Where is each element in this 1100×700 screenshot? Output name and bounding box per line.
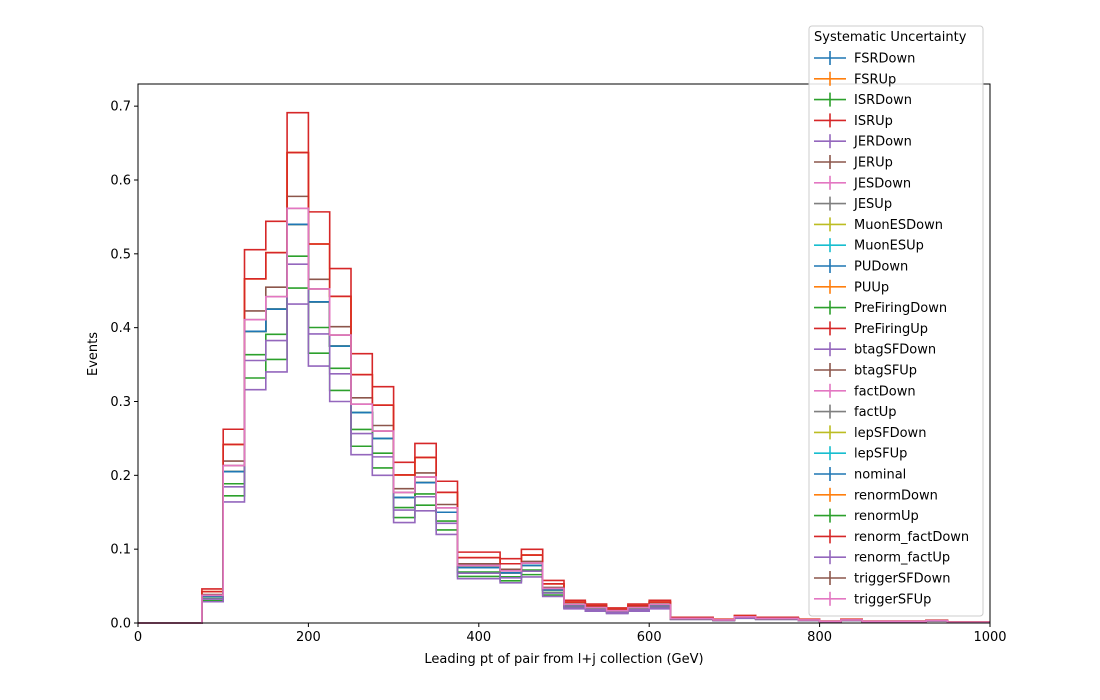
legend-label: factUp — [854, 405, 897, 420]
x-axis: 0 200 400 600 800 1000 — [134, 623, 1007, 645]
legend-item-nominal: nominal — [814, 467, 906, 483]
legend-label: btagSFDown — [854, 343, 936, 358]
legend-item-btagSFDown: btagSFDown — [814, 342, 936, 358]
legend-label: JESUp — [853, 197, 892, 212]
legend-label: PUDown — [854, 260, 908, 275]
axes-frame — [137, 83, 991, 624]
legend-label: JESDown — [853, 176, 911, 191]
legend-label: lepSFUp — [854, 447, 907, 462]
legend-item-FSRUp: FSRUp — [814, 71, 896, 87]
x-tick-label: 800 — [807, 630, 832, 645]
legend-item-PUUp: PUUp — [814, 279, 889, 295]
legend-item-PreFiringUp: PreFiringUp — [814, 321, 928, 337]
y-tick-label: 0.6 — [110, 173, 131, 188]
legend-label: triggerSFUp — [854, 592, 931, 607]
y-axis-label: Events — [86, 332, 101, 376]
x-axis-label: Leading pt of pair from l+j collection (… — [424, 652, 703, 667]
legend-label: PUUp — [854, 280, 889, 295]
legend-item-factUp: factUp — [814, 404, 897, 420]
legend-label: MuonESUp — [854, 239, 924, 254]
x-tick-label: 600 — [637, 630, 662, 645]
legend-item-lepSFDown: lepSFDown — [814, 425, 926, 441]
legend-item-renorm_factUp: renorm_factUp — [814, 550, 950, 566]
y-tick-label: 0.0 — [110, 617, 131, 632]
legend-label: JERUp — [853, 156, 893, 171]
legend-item-FSRDown: FSRDown — [814, 51, 915, 67]
legend-item-PUDown: PUDown — [814, 259, 908, 275]
legend-label: MuonESDown — [854, 218, 943, 233]
legend-item-ISRDown: ISRDown — [814, 92, 912, 108]
legend-item-JERDown: JERDown — [814, 134, 912, 150]
legend-item-PreFiringDown: PreFiringDown — [814, 300, 947, 316]
legend-label: renorm_factDown — [854, 530, 969, 545]
x-tick-label: 400 — [466, 630, 491, 645]
legend-label: JERDown — [853, 135, 912, 150]
legend-label: ISRDown — [854, 93, 912, 108]
series-layer — [138, 111, 990, 624]
legend-label: ISRUp — [854, 114, 893, 129]
legend-label: renorm_factUp — [854, 551, 950, 566]
x-tick-label: 0 — [134, 630, 142, 645]
y-axis: 0.0 0.1 0.2 0.3 0.4 0.5 0.6 0.7 — [110, 100, 138, 632]
legend-label: nominal — [854, 468, 906, 483]
legend-item-MuonESDown: MuonESDown — [814, 217, 943, 233]
legend-item-ISRUp: ISRUp — [814, 113, 893, 129]
x-tick-label: 200 — [296, 630, 321, 645]
legend-label: FSRUp — [854, 72, 896, 87]
legend-title: Systematic Uncertainty — [814, 30, 967, 45]
legend-item-JESDown: JESDown — [814, 175, 911, 191]
y-tick-label: 0.4 — [110, 321, 131, 336]
legend-item-JERUp: JERUp — [814, 155, 893, 171]
legend-label: renormUp — [854, 509, 919, 524]
legend-item-triggerSFUp: triggerSFUp — [814, 591, 931, 607]
legend-item-lepSFUp: lepSFUp — [814, 446, 907, 462]
x-tick-label: 1000 — [973, 630, 1006, 645]
legend-label: lepSFDown — [854, 426, 926, 441]
y-tick-label: 0.3 — [110, 395, 131, 410]
legend-label: FSRDown — [854, 52, 915, 67]
legend-item-factDown: factDown — [814, 383, 916, 399]
legend-label: triggerSFDown — [854, 572, 950, 587]
y-tick-label: 0.2 — [110, 469, 131, 484]
legend-label: renormDown — [854, 488, 938, 503]
y-tick-label: 0.1 — [110, 543, 131, 558]
legend-item-triggerSFDown: triggerSFDown — [814, 571, 950, 587]
y-tick-label: 0.7 — [110, 100, 131, 115]
legend-item-renormUp: renormUp — [814, 508, 919, 524]
legend-item-renorm_factDown: renorm_factDown — [814, 529, 969, 545]
legend-label: PreFiringUp — [854, 322, 928, 337]
legend-label: factDown — [854, 384, 916, 399]
legend-item-renormDown: renormDown — [814, 487, 938, 503]
legend-item-JESUp: JESUp — [814, 196, 892, 212]
legend-box — [808, 25, 984, 617]
series-line-triggerSFUp — [138, 207, 990, 624]
legend-item-btagSFUp: btagSFUp — [814, 363, 917, 379]
legend-label: PreFiringDown — [854, 301, 947, 316]
legend-item-MuonESUp: MuonESUp — [814, 238, 924, 254]
y-tick-label: 0.5 — [110, 247, 131, 262]
legend-label: btagSFUp — [854, 364, 917, 379]
legend: Systematic Uncertainty FSRDown FSRUp ISRDo… — [808, 25, 984, 617]
